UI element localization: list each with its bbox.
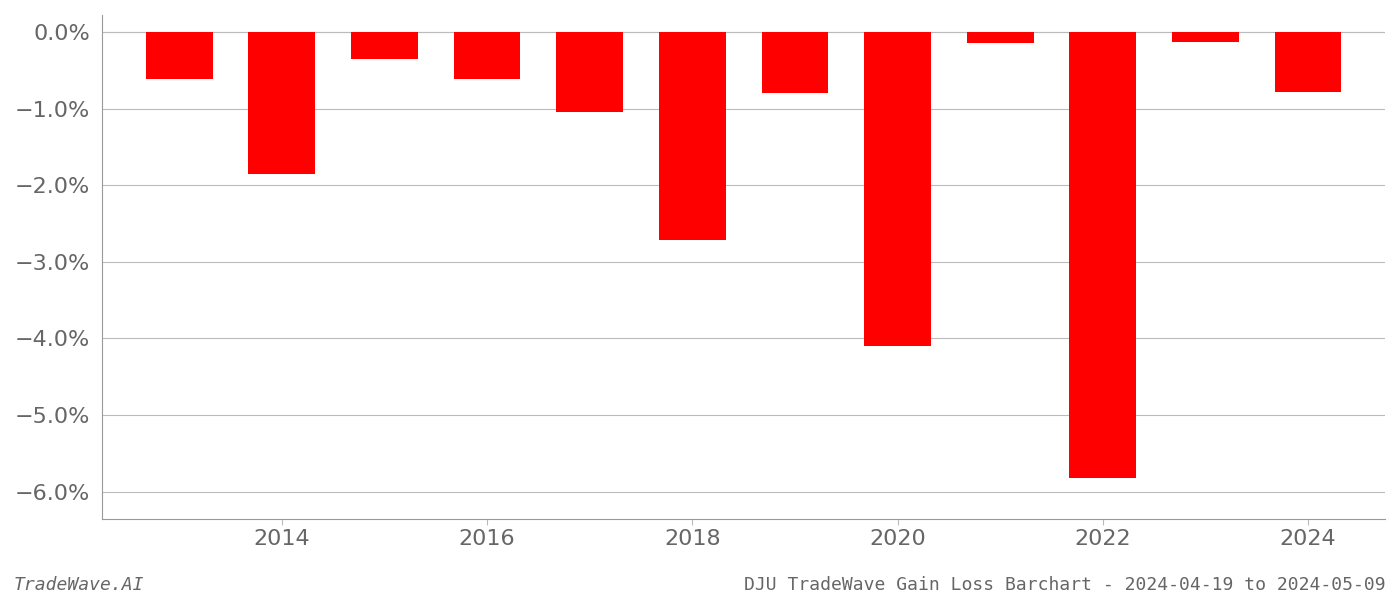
Text: DJU TradeWave Gain Loss Barchart - 2024-04-19 to 2024-05-09: DJU TradeWave Gain Loss Barchart - 2024-… xyxy=(745,576,1386,594)
Bar xyxy=(146,32,213,79)
Bar xyxy=(659,32,725,241)
Bar xyxy=(762,32,829,93)
Bar xyxy=(1274,32,1341,92)
Bar xyxy=(967,32,1033,43)
Text: TradeWave.AI: TradeWave.AI xyxy=(14,576,144,594)
Bar xyxy=(1172,32,1239,42)
Bar xyxy=(351,32,417,59)
Bar xyxy=(454,32,521,79)
Bar xyxy=(1070,32,1137,478)
Bar xyxy=(864,32,931,346)
Bar xyxy=(556,32,623,112)
Bar xyxy=(248,32,315,173)
